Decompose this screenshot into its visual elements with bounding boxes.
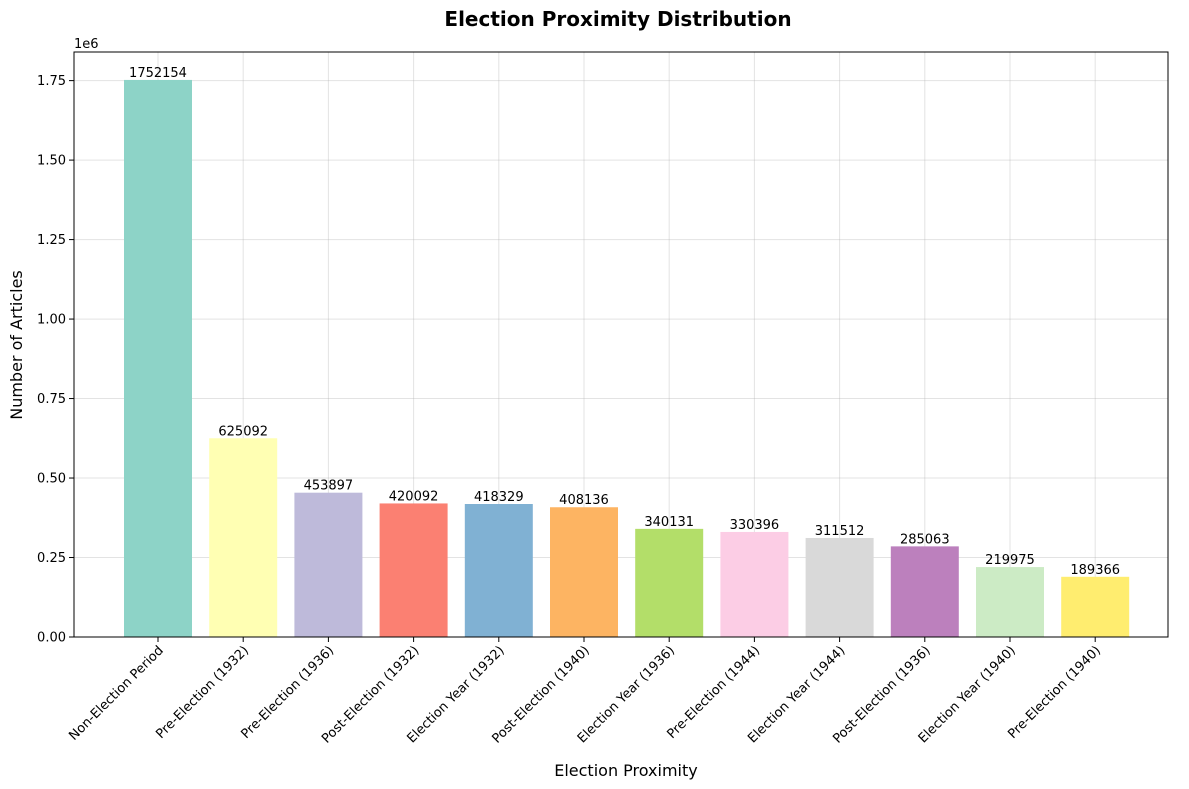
x-tick-label: Pre-Election (1936)	[239, 643, 338, 742]
data-labels: 1752154 625092 453897 420092 418329 408136 340…	[129, 66, 1120, 578]
x-tick-label: Non-Election Period	[66, 643, 167, 744]
y-tick-label: 1.50	[37, 154, 66, 169]
bar-value-label: 1752154	[129, 66, 187, 81]
bar-value-label: 330396	[730, 518, 780, 533]
x-axis-label: Election Proximity	[554, 761, 698, 780]
bar	[1061, 576, 1130, 637]
x-tick-label: Election Year (1932)	[404, 643, 507, 746]
x-tick-label: Election Year (1944)	[745, 643, 848, 746]
x-tick-label: Post-Election (1936)	[830, 643, 933, 746]
y-tick-label: 1.75	[37, 74, 66, 89]
bar	[720, 531, 789, 637]
chart-title: Election Proximity Distribution	[444, 7, 791, 31]
bar-value-label: 285063	[900, 532, 950, 547]
bar	[550, 507, 618, 637]
x-tick-label: Election Year (1940)	[916, 643, 1019, 746]
y-tick-label: 1.25	[37, 233, 66, 248]
bar-value-label: 311512	[815, 524, 865, 539]
bar-value-label: 189366	[1070, 563, 1120, 578]
bar-value-label: 453897	[304, 479, 354, 494]
y-axis-offset-label: 1e6	[74, 37, 99, 52]
bar-value-label: 625092	[218, 424, 268, 439]
bar	[976, 567, 1044, 637]
bar	[635, 528, 704, 637]
x-tick-label: Post-Election (1940)	[490, 643, 593, 746]
x-tick-label: Pre-Election (1932)	[153, 643, 252, 742]
bar	[209, 438, 278, 637]
y-tick-label: 0.00	[37, 631, 66, 646]
bars	[124, 79, 1130, 637]
bar-value-label: 418329	[474, 490, 524, 505]
bar	[124, 79, 192, 637]
bar-value-label: 408136	[559, 493, 609, 508]
bar	[379, 503, 448, 637]
bar-value-label: 340131	[644, 515, 694, 530]
bar	[464, 503, 533, 637]
y-axis-ticks: 0.00 0.25 0.50 0.75 1.00 1.25 1.50 1.75	[37, 74, 74, 646]
x-tick-label: Post-Election (1932)	[319, 643, 422, 746]
y-tick-label: 0.75	[37, 392, 66, 407]
plot-frame	[73, 51, 1169, 638]
bar-value-label: 420092	[389, 489, 439, 504]
x-tick-label: Election Year (1936)	[575, 643, 678, 746]
bar	[294, 492, 363, 637]
y-tick-label: 1.00	[37, 313, 66, 328]
x-tick-label: Pre-Election (1940)	[1005, 643, 1104, 742]
y-axis-label: Number of Articles	[7, 270, 26, 420]
y-tick-label: 0.25	[37, 551, 66, 566]
y-tick-label: 0.50	[37, 472, 66, 487]
x-tick-label: Pre-Election (1944)	[665, 643, 764, 742]
bar	[805, 537, 874, 637]
bar	[890, 546, 959, 637]
bar-value-label: 219975	[985, 553, 1035, 568]
